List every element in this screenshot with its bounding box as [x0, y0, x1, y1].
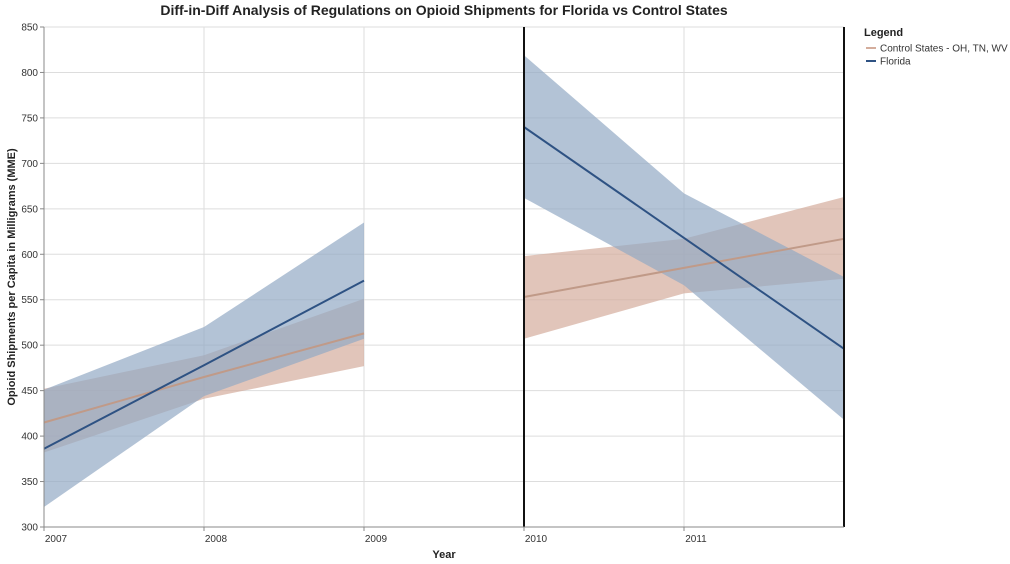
y-tick-label: 400: [21, 432, 38, 443]
x-axis-title: Year: [432, 549, 456, 561]
x-tick-label: 2007: [45, 534, 68, 545]
legend-title: Legend: [864, 27, 903, 39]
x-tick-label: 2008: [205, 534, 228, 545]
y-tick-label: 450: [21, 386, 38, 397]
legend-label: Florida: [880, 57, 911, 68]
legend: Legend Control States - OH, TN, WV Florid…: [864, 27, 1008, 68]
chart-title: Diff-in-Diff Analysis of Regulations on …: [160, 2, 727, 18]
y-tick-label: 750: [21, 113, 38, 124]
y-tick-label: 350: [21, 477, 38, 488]
series-lines: [43, 27, 845, 527]
y-tick-label: 300: [21, 523, 38, 534]
y-tick-label: 500: [21, 341, 38, 352]
y-tick-label: 850: [21, 23, 38, 34]
y-tick-label: 550: [21, 295, 38, 306]
x-tick-label: 2009: [365, 534, 388, 545]
series-line: [43, 332, 365, 424]
axes: 300 350 400 450 500 550 600 650 700 750 800 850 2007…: [21, 23, 844, 545]
series-line: [43, 279, 365, 450]
confidence-bands: [44, 55, 844, 507]
series-line: [523, 126, 845, 350]
y-tick-label: 600: [21, 250, 38, 261]
y-tick-label: 800: [21, 68, 38, 79]
legend-label: Control States - OH, TN, WV: [880, 44, 1008, 55]
y-axis-title: Opioid Shipments per Capita in Milligram…: [6, 148, 18, 406]
y-tick-label: 700: [21, 159, 38, 170]
x-tick-label: 2011: [685, 534, 707, 545]
y-tick-label: 650: [21, 204, 38, 215]
series-line: [523, 237, 845, 298]
x-tick-label: 2010: [525, 534, 548, 545]
